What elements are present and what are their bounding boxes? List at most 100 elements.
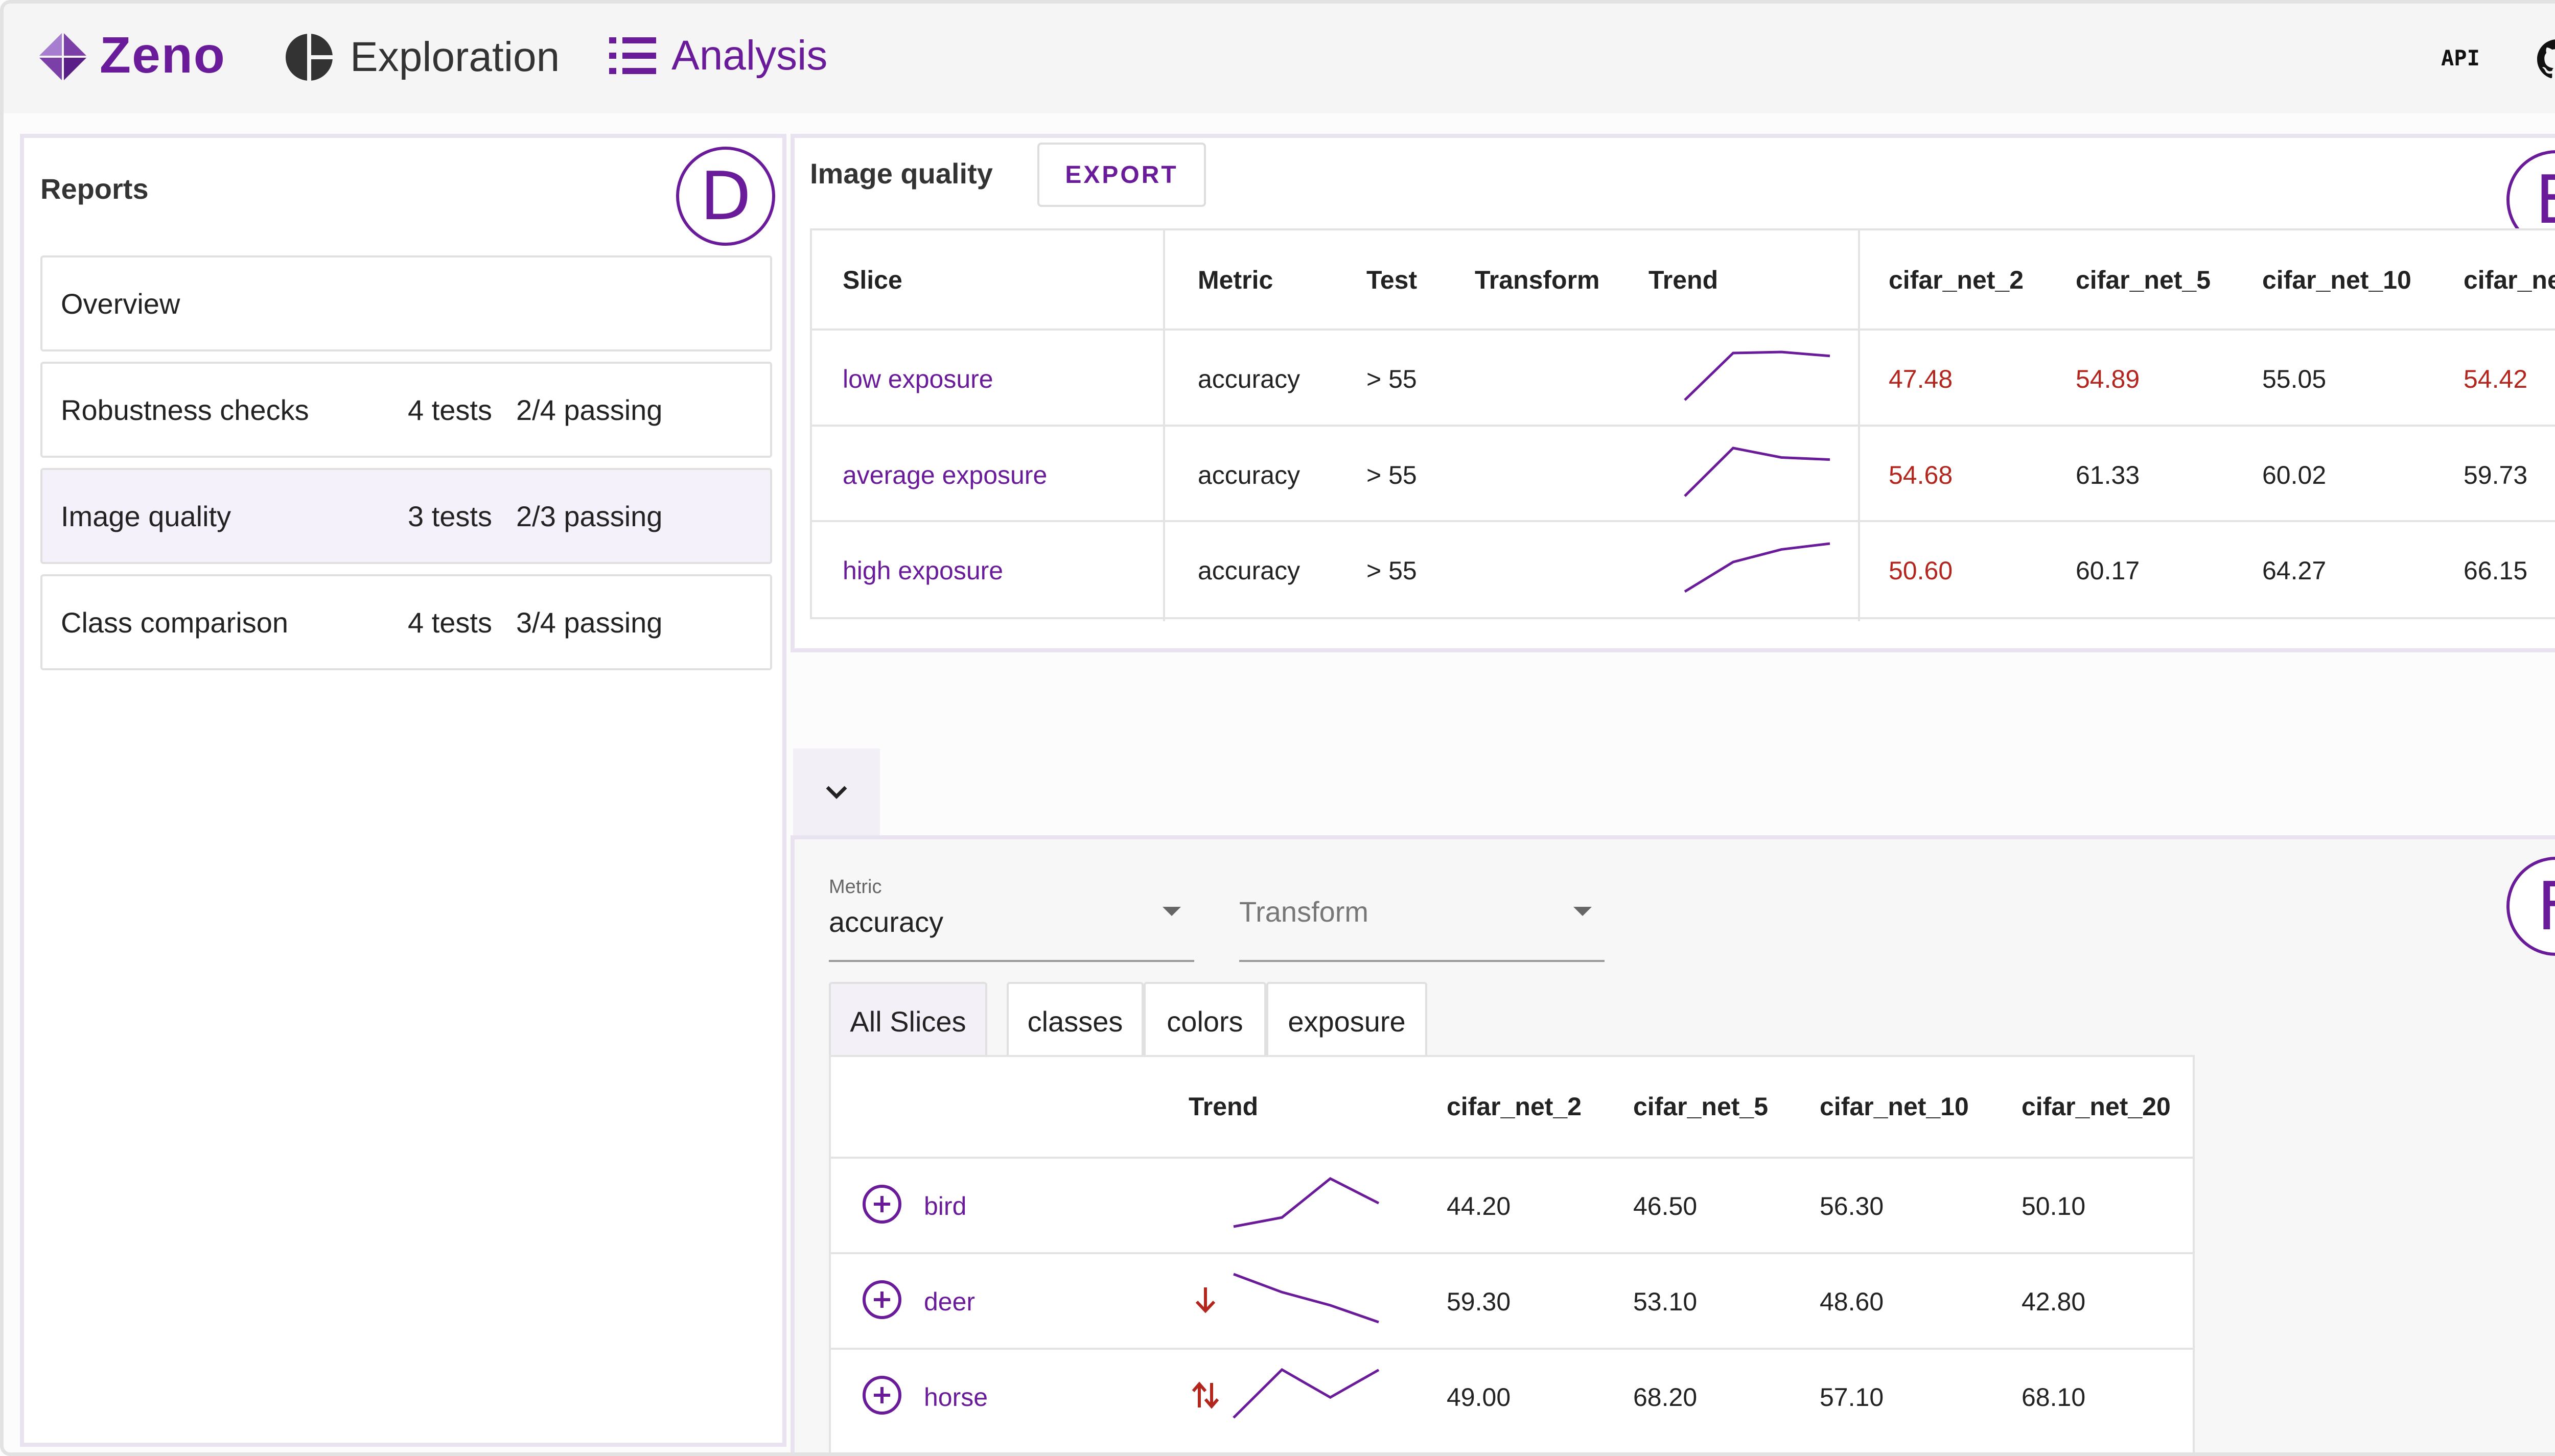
- collapse-toggle-button[interactable]: [793, 748, 880, 835]
- tab-exposure[interactable]: exposure: [1266, 982, 1427, 1059]
- report-test-count: 3 tests: [408, 500, 492, 532]
- value-cell: 57.10: [1820, 1383, 1884, 1412]
- top-nav-bar: Zeno Exploration Analysis API: [4, 4, 2555, 113]
- reports-panel: [20, 134, 786, 1447]
- column-header-test: Test: [1366, 266, 1418, 294]
- value-cell: 68.20: [1633, 1383, 1698, 1412]
- slice-link-low-exposure[interactable]: low exposure: [843, 365, 993, 393]
- nav-exploration-label: Exploration: [350, 34, 560, 80]
- trend-sparkline: [1233, 1368, 1380, 1419]
- trend-sparkline: [1233, 1177, 1380, 1228]
- value-cell: 64.27: [2262, 556, 2327, 585]
- reports-title: Reports: [40, 173, 149, 205]
- export-button[interactable]: EXPORT: [1037, 143, 1206, 207]
- pie-chart-icon: [286, 32, 335, 83]
- chevron-down-icon: [826, 786, 847, 799]
- nav-analysis-label: Analysis: [671, 32, 828, 79]
- value-cell: 50.10: [2022, 1192, 2086, 1220]
- trend-sparkline: [1684, 350, 1830, 401]
- report-item-overview[interactable]: Overview: [40, 255, 772, 351]
- value-cell: 56.30: [1820, 1192, 1884, 1220]
- report-item-image-quality[interactable]: Image quality 3 tests 2/3 passing: [40, 468, 772, 564]
- column-header-model: cifar_net_20: [2464, 266, 2555, 294]
- slice-link-bird[interactable]: bird: [924, 1192, 967, 1220]
- slice-link-average-exposure[interactable]: average exposure: [843, 461, 1048, 489]
- value-cell: 47.48: [1889, 365, 1953, 393]
- report-name: Robustness checks: [61, 393, 309, 426]
- metric-cell: accuracy: [1198, 556, 1300, 585]
- column-header-model: cifar_net_10: [1820, 1092, 1969, 1121]
- sparkline-path: [1684, 350, 1830, 401]
- add-slice-icon[interactable]: [863, 1376, 901, 1415]
- sparkline-path: [1233, 1368, 1380, 1419]
- metric-dropdown-caret-icon[interactable]: [1163, 907, 1181, 916]
- transform-select[interactable]: Transform: [1239, 896, 1369, 928]
- report-name: Overview: [61, 287, 180, 320]
- list-icon: [609, 37, 656, 74]
- tab-all-slices[interactable]: All Slices: [829, 982, 987, 1059]
- value-cell: 46.50: [1633, 1192, 1698, 1220]
- metric-select-label: Metric: [829, 876, 882, 898]
- column-header-model: cifar_net_5: [1633, 1092, 1769, 1121]
- column-header-slice: Slice: [843, 266, 902, 294]
- transform-select-underline: [1239, 960, 1605, 962]
- value-cell: 59.30: [1447, 1287, 1511, 1316]
- report-test-count: 4 tests: [408, 393, 492, 426]
- sparkline-path: [1233, 1273, 1379, 1324]
- report-name: Image quality: [61, 500, 231, 532]
- column-header-transform: Transform: [1475, 266, 1600, 294]
- report-item-class-comparison[interactable]: Class comparison 4 tests 3/4 passing: [40, 574, 772, 670]
- report-name: Class comparison: [61, 606, 289, 639]
- test-cell: > 55: [1366, 556, 1417, 585]
- tab-colors[interactable]: colors: [1144, 982, 1266, 1059]
- value-cell: 61.33: [2076, 461, 2140, 489]
- trend-down-icon: [1195, 1287, 1216, 1313]
- report-passing-count: 2/3 passing: [516, 500, 663, 532]
- value-cell: 49.00: [1447, 1383, 1511, 1412]
- trend-fluctuating-icon: [1192, 1381, 1219, 1409]
- report-passing-count: 2/4 passing: [516, 393, 663, 426]
- metric-select[interactable]: accuracy: [829, 906, 944, 938]
- sparkline-path: [1684, 542, 1830, 593]
- slice-link-high-exposure[interactable]: high exposure: [843, 556, 1004, 585]
- value-cell: 54.68: [1889, 461, 1953, 489]
- sparkline-path: [1233, 1177, 1380, 1228]
- test-cell: > 55: [1366, 365, 1417, 393]
- trend-sparkline: [1684, 447, 1830, 497]
- report-test-count: 4 tests: [408, 606, 492, 639]
- value-cell: 42.80: [2022, 1287, 2086, 1316]
- report-title: Image quality: [810, 157, 993, 190]
- trend-sparkline: [1233, 1273, 1379, 1324]
- report-item-robustness-checks[interactable]: Robustness checks 4 tests 2/4 passing: [40, 362, 772, 458]
- add-slice-icon[interactable]: [863, 1280, 901, 1319]
- column-header-trend: Trend: [1648, 266, 1718, 294]
- report-passing-count: 3/4 passing: [516, 606, 663, 639]
- column-header-model: cifar_net_2: [1447, 1092, 1582, 1121]
- github-icon[interactable]: [2537, 39, 2555, 79]
- column-header-trend: Trend: [1189, 1092, 1259, 1121]
- nav-analysis[interactable]: Analysis: [609, 32, 827, 80]
- value-cell: 44.20: [1447, 1192, 1511, 1220]
- report-table: Slice Metric Test Transform Trend cifar_…: [810, 228, 2555, 621]
- column-header-model: cifar_net_2: [1889, 266, 2024, 294]
- annotation-d: D: [676, 147, 775, 246]
- value-cell: 59.73: [2464, 461, 2528, 489]
- metric-select-underline: [829, 960, 1194, 962]
- api-icon[interactable]: API: [2441, 45, 2480, 71]
- value-cell: 54.42: [2464, 365, 2528, 393]
- transform-dropdown-caret-icon[interactable]: [1573, 907, 1592, 916]
- add-slice-icon[interactable]: [863, 1185, 901, 1224]
- slice-link-deer[interactable]: deer: [924, 1287, 975, 1316]
- tab-classes[interactable]: classes: [1007, 982, 1144, 1059]
- nav-exploration[interactable]: Exploration: [284, 32, 560, 83]
- slice-table: Trend cifar_net_2 cifar_net_5 cifar_net_…: [829, 1055, 2195, 1452]
- value-cell: 60.02: [2262, 461, 2327, 489]
- app-name: Zeno: [100, 27, 226, 84]
- sparkline-path: [1684, 447, 1830, 497]
- column-header-model: cifar_net_5: [2076, 266, 2211, 294]
- metric-cell: accuracy: [1198, 365, 1300, 393]
- value-cell: 50.60: [1889, 556, 1953, 585]
- slice-link-horse[interactable]: horse: [924, 1383, 988, 1412]
- value-cell: 54.89: [2076, 365, 2140, 393]
